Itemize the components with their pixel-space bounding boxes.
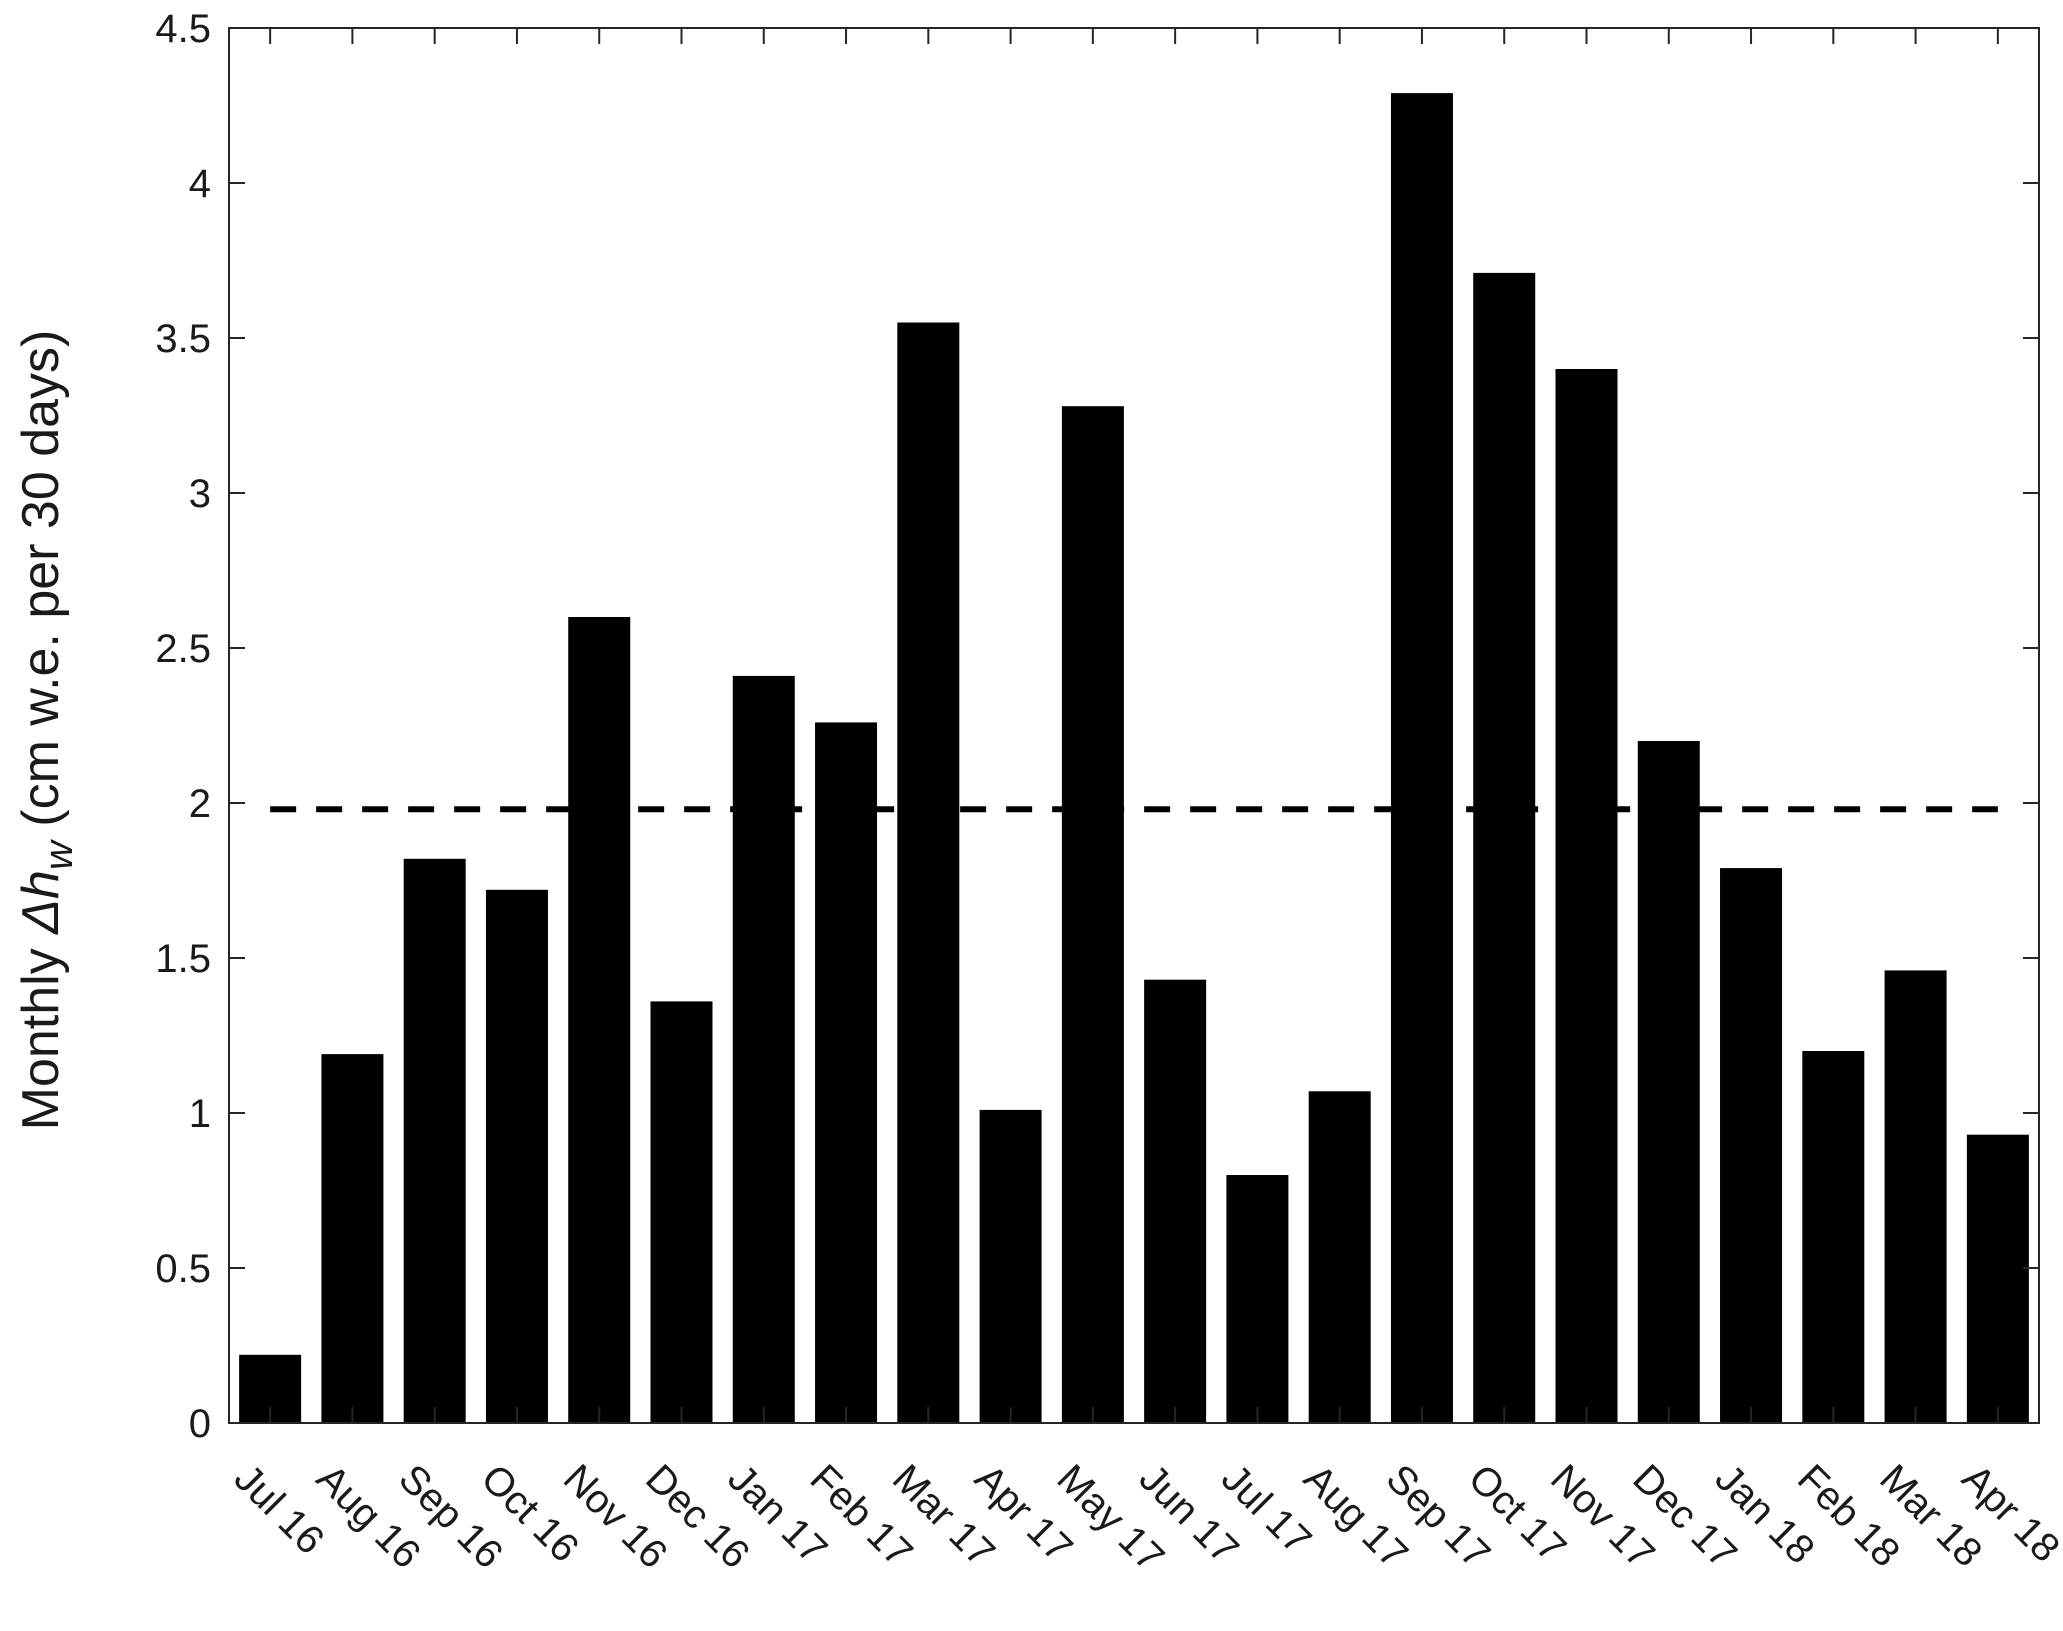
bar-jan-17 — [732, 675, 795, 1423]
bar-dec-16 — [650, 1001, 713, 1423]
bar-mar-17 — [897, 322, 960, 1423]
axes-box — [228, 27, 2040, 1424]
y-tick-label: 4 — [189, 162, 211, 206]
bar-aug-16 — [321, 1054, 384, 1423]
y-axis-label-symbol: Δh — [12, 870, 70, 936]
y-tick-label: 0 — [189, 1402, 211, 1446]
y-axis-label-prefix: Monthly — [12, 934, 70, 1131]
y-tick-label: 3.5 — [155, 317, 211, 361]
y-tick-label: 0.5 — [155, 1247, 211, 1291]
bar-may-17 — [1061, 406, 1124, 1423]
bar-sep-16 — [403, 858, 466, 1423]
bar-apr-17 — [979, 1109, 1042, 1423]
y-tick-label: 3 — [189, 472, 211, 516]
bar-mar-18 — [1884, 970, 1947, 1423]
y-tick-label: 1 — [189, 1092, 211, 1136]
bars-group — [239, 93, 2029, 1424]
y-tick-label: 2 — [189, 782, 211, 826]
bar-aug-17 — [1308, 1091, 1371, 1423]
bar-oct-16 — [485, 889, 548, 1423]
bar-feb-17 — [815, 722, 878, 1423]
bar-nov-16 — [568, 617, 631, 1423]
x-tick-label: Jul 16 — [226, 1456, 333, 1563]
bar-oct-17 — [1473, 272, 1536, 1423]
y-axis-label-suffix: (cm w.e. per 30 days) — [12, 330, 70, 842]
bar-nov-17 — [1555, 369, 1618, 1423]
bar-dec-17 — [1637, 741, 1700, 1423]
y-axis-label-subscript: w — [37, 838, 81, 870]
bar-feb-18 — [1802, 1051, 1865, 1423]
y-axis-label: Monthly Δhw (cm w.e. per 30 days) — [12, 330, 81, 1131]
y-tick-label: 2.5 — [155, 627, 211, 671]
y-tick-label: 4.5 — [155, 7, 211, 51]
y-tick-label: 1.5 — [155, 937, 211, 981]
bar-jul-17 — [1226, 1175, 1289, 1423]
y-axis: 0 0.5 1 1.5 2 2.5 3 3.5 4 4.5 — [155, 7, 2039, 1446]
bar-sep-17 — [1390, 93, 1453, 1424]
bar-jun-17 — [1144, 979, 1207, 1423]
bar-jan-18 — [1720, 868, 1783, 1423]
bar-apr-18 — [1966, 1134, 2029, 1423]
